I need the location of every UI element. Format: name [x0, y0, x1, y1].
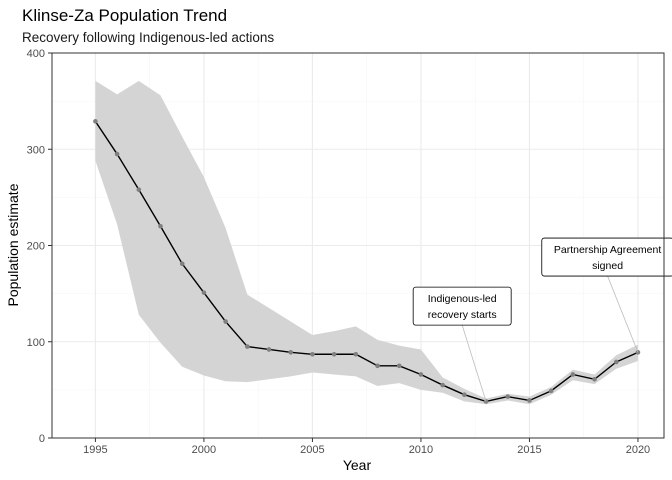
- data-point: [375, 363, 380, 369]
- chart-subtitle: Recovery following Indigenous-led action…: [22, 30, 274, 45]
- trend-line: [94, 120, 639, 403]
- annotation-box: [412, 286, 512, 326]
- x-axis-ticks: 1995 2000 2005 2010 2015 2020: [83, 438, 650, 456]
- data-point: [266, 347, 272, 352]
- annotation-label: Indigenous-led: [428, 293, 497, 305]
- data-point: [245, 344, 250, 349]
- trend-line-layer: [94, 120, 639, 403]
- x-tick-label: 2010: [409, 444, 433, 456]
- data-point: [548, 388, 554, 394]
- data-point: [201, 290, 207, 295]
- data-point: [93, 119, 98, 124]
- annotation-connector: [607, 275, 639, 353]
- x-tick-label: 1995: [83, 444, 107, 456]
- y-tick-label: 300: [27, 144, 45, 156]
- x-tick-label: 2015: [517, 444, 541, 456]
- annotation-label: Partnership Agreement: [554, 244, 661, 256]
- data-point: [418, 372, 424, 377]
- x-tick-label: 2000: [192, 444, 216, 456]
- data-point: [114, 151, 120, 157]
- chart-title: Klinse-Za Population Trend: [22, 6, 227, 25]
- data-point: [570, 372, 576, 377]
- annotation-box: [541, 237, 672, 277]
- data-point: [179, 261, 185, 267]
- data-point: [505, 394, 511, 399]
- annotation-label: recovery starts: [428, 309, 497, 321]
- data-points-layer: [93, 119, 641, 404]
- data-point: [592, 376, 597, 382]
- y-axis-title: Population estimate: [5, 183, 21, 306]
- x-axis-title: Year: [343, 457, 372, 473]
- data-point: [158, 223, 163, 229]
- confidence-band: [95, 80, 638, 405]
- data-point: [310, 351, 315, 357]
- data-point: [353, 351, 359, 357]
- y-axis-ticks: 0 100 200 300 400: [27, 48, 52, 445]
- y-tick-label: 400: [27, 48, 45, 60]
- y-tick-label: 100: [27, 337, 45, 349]
- annotation-label: signed: [592, 260, 623, 272]
- annotations-layer: Indigenous-led recovery starts Partnership…: [412, 237, 672, 402]
- data-point: [288, 350, 294, 355]
- data-point: [462, 392, 467, 397]
- data-point: [527, 398, 532, 403]
- x-tick-label: 2005: [300, 444, 324, 456]
- data-point: [396, 363, 402, 369]
- data-point: [613, 359, 619, 365]
- data-point: [331, 351, 337, 357]
- x-tick-label: 2020: [626, 444, 650, 456]
- annotation-connector: [461, 325, 487, 402]
- confidence-band-layer: [95, 80, 638, 405]
- data-point: [223, 319, 228, 324]
- y-tick-label: 200: [27, 241, 45, 253]
- data-point: [136, 187, 142, 192]
- data-point: [440, 382, 445, 388]
- y-tick-label: 0: [39, 433, 45, 445]
- data-point: [635, 350, 641, 355]
